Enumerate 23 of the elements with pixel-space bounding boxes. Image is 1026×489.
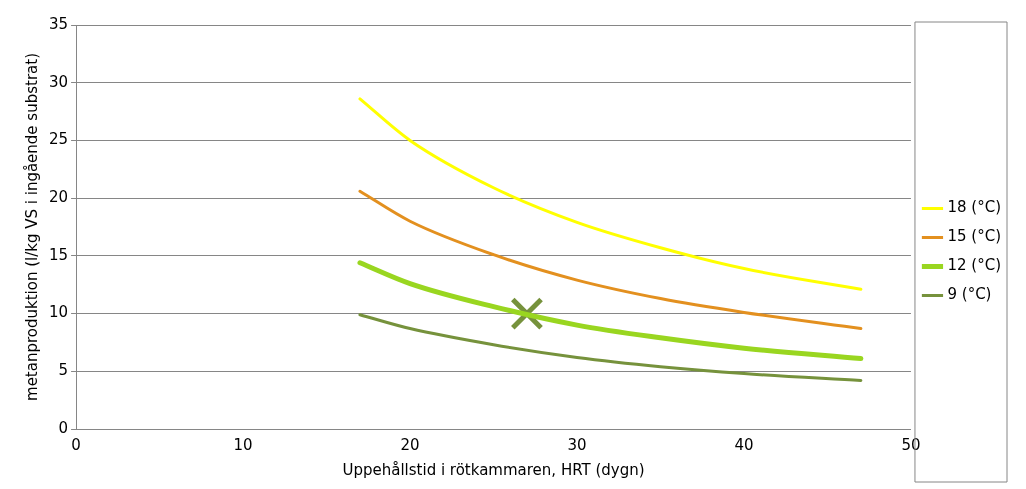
legend-label: 9 (°C) (947, 285, 992, 304)
x-tick-label: 20 (400, 435, 420, 454)
y-tick-label: 5 (58, 361, 69, 380)
y-tick-label: 30 (48, 72, 69, 91)
x-tick-label: 40 (734, 435, 754, 454)
line-series (358, 97, 863, 291)
y-tick-label: 10 (48, 303, 69, 322)
x-axis-title: Uppehållstid i rötkammaren, HRT (dygn) (342, 460, 645, 479)
y-tick-label: 15 (48, 245, 69, 264)
y-tick-label: 20 (48, 188, 69, 207)
x-tick-label: 50 (901, 435, 921, 454)
legend-label: 15 (°C) (947, 227, 1002, 246)
x-tick-label: 10 (233, 435, 253, 454)
y-tick-label: 0 (58, 418, 69, 437)
y-tick-label: 35 (48, 14, 69, 33)
x-tick-label: 0 (71, 435, 81, 454)
y-axis-title: metanproduktion (l/kg VS i ingående substrat) (22, 53, 41, 401)
line-series (358, 189, 863, 331)
x-tick-label: 30 (567, 435, 587, 454)
legend-label: 18 (°C) (947, 198, 1002, 217)
line-series (358, 313, 863, 383)
legend-label: 12 (°C) (947, 256, 1002, 275)
y-tick-label: 25 (48, 130, 69, 149)
